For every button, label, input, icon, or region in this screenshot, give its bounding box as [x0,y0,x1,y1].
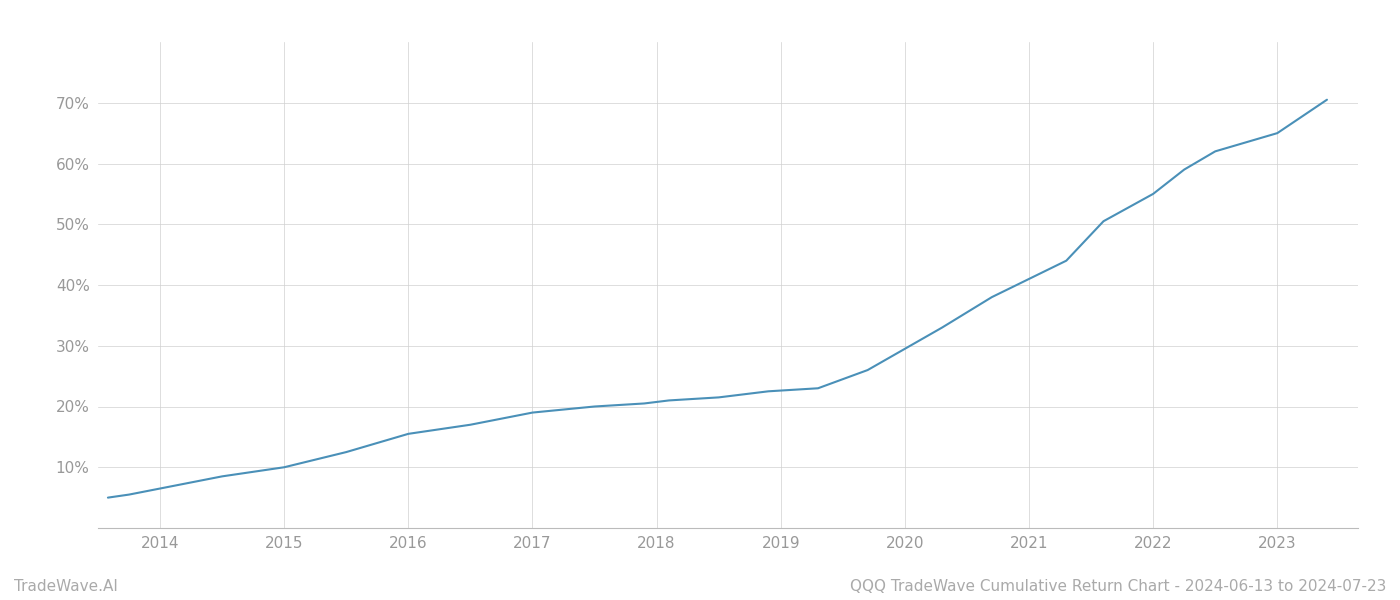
Text: TradeWave.AI: TradeWave.AI [14,579,118,594]
Text: QQQ TradeWave Cumulative Return Chart - 2024-06-13 to 2024-07-23: QQQ TradeWave Cumulative Return Chart - … [850,579,1386,594]
